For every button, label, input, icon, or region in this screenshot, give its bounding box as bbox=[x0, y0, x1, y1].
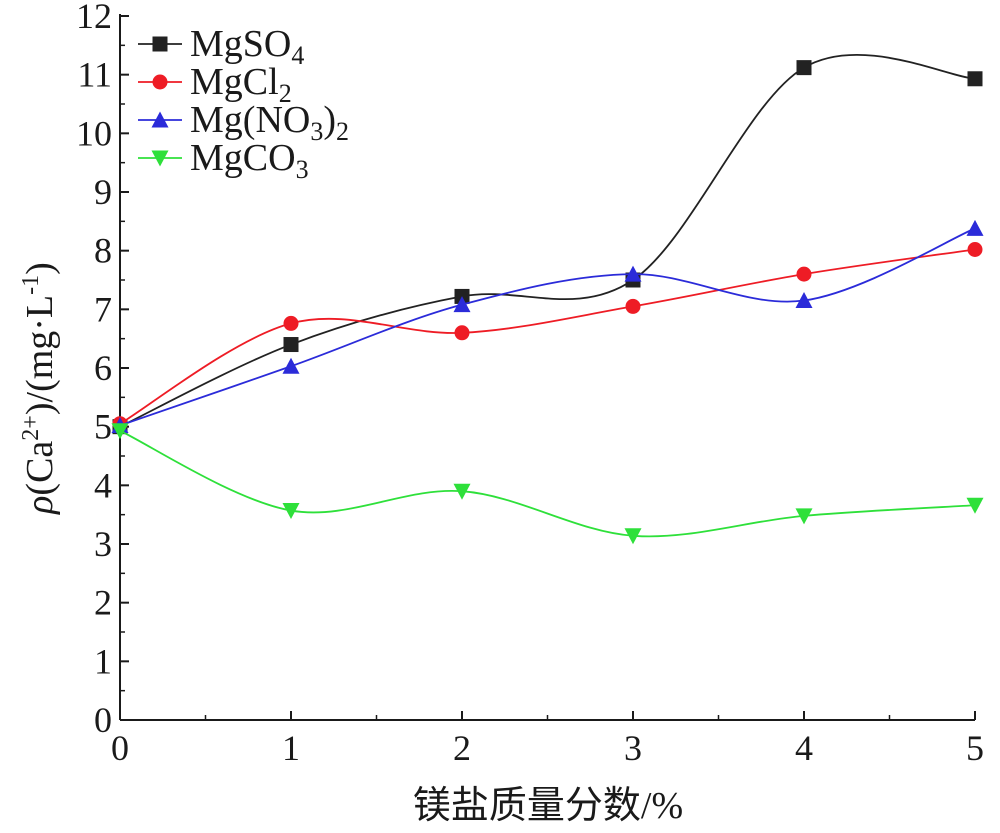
x-axis-label: 镁盐质量分数/% bbox=[413, 785, 683, 827]
data-point bbox=[796, 60, 812, 76]
legend-marker bbox=[152, 74, 168, 90]
x-tick-label: 4 bbox=[795, 728, 813, 768]
y-tick-label: 2 bbox=[94, 583, 112, 623]
data-point bbox=[624, 265, 642, 282]
series-mgco3 bbox=[111, 423, 984, 545]
data-point bbox=[282, 357, 300, 374]
legend-item: MgCl2 bbox=[138, 61, 292, 108]
y-tick-label: 11 bbox=[77, 55, 112, 95]
series-mgno32 bbox=[111, 219, 984, 433]
data-point bbox=[625, 298, 641, 314]
y-axis-label-close: ) bbox=[19, 262, 61, 275]
y-tick-label: 1 bbox=[94, 641, 112, 681]
data-point bbox=[966, 497, 984, 514]
legend-marker bbox=[152, 36, 168, 52]
y-axis-label-open: (Ca bbox=[19, 441, 61, 496]
data-point bbox=[454, 325, 470, 341]
data-point bbox=[282, 503, 300, 520]
y-tick-label: 4 bbox=[94, 465, 112, 505]
series-line bbox=[119, 227, 976, 427]
series-line bbox=[119, 53, 976, 428]
y-axis-label-sup2: -1 bbox=[18, 275, 44, 295]
data-point bbox=[624, 528, 642, 545]
legend-marker bbox=[151, 150, 169, 167]
data-point bbox=[111, 423, 129, 440]
y-tick-label: 6 bbox=[94, 348, 112, 388]
series-layer bbox=[111, 53, 984, 545]
y-tick-label: 5 bbox=[94, 407, 112, 447]
legend-label: Mg(NO3)2 bbox=[190, 99, 349, 146]
data-point bbox=[453, 483, 471, 500]
y-axis-label-rho: ρ bbox=[19, 496, 61, 515]
data-point bbox=[453, 296, 471, 313]
y-tick-label: 10 bbox=[76, 113, 112, 153]
y-tick-label: 9 bbox=[94, 172, 112, 212]
y-axis-label: ρ(Ca2+)/(mg·L-1) bbox=[18, 262, 61, 515]
y-tick-label: 8 bbox=[94, 231, 112, 271]
y-tick-label: 7 bbox=[94, 289, 112, 329]
data-point bbox=[795, 292, 813, 309]
y-axis-label-sup: 2+ bbox=[18, 415, 44, 441]
series-line bbox=[119, 248, 976, 425]
x-tick-label: 5 bbox=[966, 728, 984, 768]
legend-item: MgSO4 bbox=[138, 23, 304, 70]
series-line bbox=[119, 429, 976, 538]
y-tick-label: 12 bbox=[76, 0, 112, 36]
x-tick-label: 0 bbox=[111, 728, 129, 768]
legend-label: MgSO4 bbox=[190, 23, 304, 70]
data-point bbox=[283, 337, 299, 353]
legend-marker bbox=[151, 111, 169, 128]
y-tick-label: 3 bbox=[94, 524, 112, 564]
data-point bbox=[796, 266, 812, 282]
data-point bbox=[967, 71, 983, 87]
data-point bbox=[283, 315, 299, 331]
legend-item: Mg(NO3)2 bbox=[138, 99, 349, 146]
data-point bbox=[795, 508, 813, 525]
data-point bbox=[966, 219, 984, 236]
y-axis-label-mid: )/(mg·L bbox=[19, 295, 61, 415]
data-point bbox=[967, 241, 983, 257]
y-tick-label: 0 bbox=[94, 700, 112, 740]
x-tick-label: 1 bbox=[282, 728, 300, 768]
x-tick-label: 3 bbox=[624, 728, 642, 768]
x-tick-label: 2 bbox=[453, 728, 471, 768]
x-axis: 0 1 2 3 4 5 bbox=[111, 711, 984, 768]
legend-label: MgCO3 bbox=[190, 137, 309, 184]
series-mgcl2 bbox=[112, 241, 983, 432]
legend-label: MgCl2 bbox=[190, 61, 292, 108]
legend-item: MgCO3 bbox=[138, 137, 309, 184]
